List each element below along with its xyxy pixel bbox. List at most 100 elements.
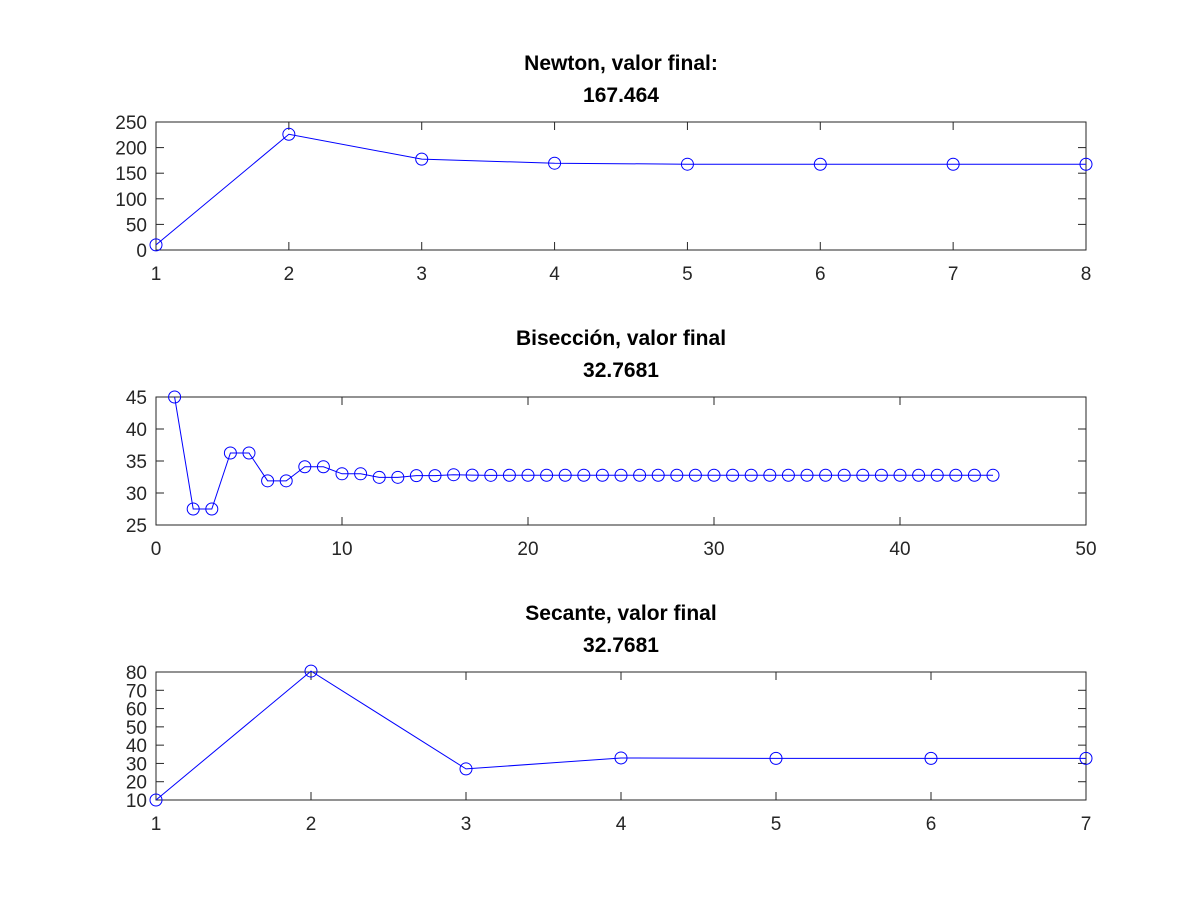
y-tick-label: 35	[126, 452, 147, 473]
data-point	[261, 474, 275, 488]
y-tick-label: 50	[126, 215, 147, 236]
data-point	[415, 152, 429, 166]
x-tick-label: 3	[416, 264, 427, 285]
y-tick-label: 45	[126, 388, 147, 409]
y-tick-label: 200	[115, 139, 147, 160]
data-point	[670, 468, 684, 482]
x-tick-label: 10	[331, 539, 352, 560]
data-point	[459, 762, 473, 776]
data-point	[893, 468, 907, 482]
x-tick-label: 4	[549, 264, 560, 285]
chart-title: Newton, valor final:	[524, 52, 718, 75]
data-point	[651, 468, 665, 482]
data-point	[428, 469, 442, 483]
data-point	[813, 157, 827, 171]
data-point	[763, 468, 777, 482]
data-point	[205, 502, 219, 516]
data-point	[707, 468, 721, 482]
data-point	[465, 468, 479, 482]
y-tick-label: 30	[126, 484, 147, 505]
y-tick-label: 40	[126, 736, 147, 757]
data-point	[614, 751, 628, 765]
chart-title: Secante, valor final	[525, 602, 716, 625]
x-tick-label: 7	[1081, 814, 1092, 835]
x-tick-label: 2	[306, 814, 317, 835]
data-point	[447, 468, 461, 482]
chart-subtitle: 167.464	[583, 84, 659, 107]
data-point	[688, 468, 702, 482]
data-point	[282, 127, 296, 141]
data-point	[614, 468, 628, 482]
data-point	[186, 502, 200, 516]
y-tick-label: 10	[126, 791, 147, 812]
y-tick-label: 40	[126, 420, 147, 441]
data-point	[874, 468, 888, 482]
x-tick-label: 30	[703, 539, 724, 560]
data-point	[223, 446, 237, 460]
data-point	[484, 468, 498, 482]
series-line	[155, 133, 1086, 246]
chart-panel-2: Bisección, valor final 32.7681 0 10 20 30 40 50…	[126, 327, 1097, 560]
data-point	[930, 468, 944, 482]
data-point	[149, 238, 163, 252]
data-point	[949, 468, 963, 482]
data-point	[354, 467, 368, 481]
x-tick-label: 50	[1075, 539, 1096, 560]
x-tick-label: 5	[771, 814, 782, 835]
data-point	[819, 468, 833, 482]
data-point	[924, 751, 938, 765]
data-point	[837, 468, 851, 482]
y-tick-label: 150	[115, 164, 147, 185]
data-point	[856, 468, 870, 482]
y-tick-label: 250	[115, 113, 147, 134]
data-point	[946, 157, 960, 171]
y-tick-label: 70	[126, 681, 147, 702]
data-point	[1079, 157, 1093, 171]
x-tick-label: 20	[517, 539, 538, 560]
y-tick-label: 50	[126, 718, 147, 739]
data-point	[409, 469, 423, 483]
data-point	[781, 468, 795, 482]
x-tick-label: 1	[151, 814, 162, 835]
chart-subtitle: 32.7681	[583, 359, 659, 382]
y-tick-label: 20	[126, 773, 147, 794]
data-point	[558, 468, 572, 482]
x-tick-label: 5	[682, 264, 693, 285]
data-point	[521, 468, 535, 482]
x-tick-label: 6	[926, 814, 937, 835]
data-point	[242, 446, 256, 460]
chart-title: Bisección, valor final	[516, 327, 726, 350]
x-tick-label: 40	[889, 539, 910, 560]
y-tick-label: 80	[126, 663, 147, 684]
data-point	[986, 468, 1000, 482]
series-line	[155, 670, 1087, 801]
data-point	[540, 468, 554, 482]
x-tick-label: 7	[948, 264, 959, 285]
data-point	[279, 474, 293, 488]
data-point	[335, 467, 349, 481]
data-point	[304, 664, 318, 678]
data-point	[726, 468, 740, 482]
x-tick-label: 0	[151, 539, 162, 560]
y-tick-label: 60	[126, 700, 147, 721]
series-line	[174, 396, 994, 510]
data-point	[680, 157, 694, 171]
axes-frame	[155, 671, 1087, 801]
data-point	[372, 470, 386, 484]
x-tick-label: 2	[284, 264, 295, 285]
y-tick-label: 100	[115, 190, 147, 211]
data-point	[967, 468, 981, 482]
data-point	[548, 156, 562, 170]
x-tick-label: 1	[151, 264, 162, 285]
data-point	[298, 460, 312, 474]
data-point	[149, 793, 163, 807]
data-point	[391, 470, 405, 484]
y-tick-label: 30	[126, 754, 147, 775]
data-point	[633, 468, 647, 482]
data-point	[800, 468, 814, 482]
chart-subtitle: 32.7681	[583, 634, 659, 657]
data-point	[769, 751, 783, 765]
chart-panel-1: Newton, valor final: 167.464 1 2 3 4 5 6 7 8 0 50 10…	[115, 52, 1093, 285]
data-point	[1079, 751, 1093, 765]
